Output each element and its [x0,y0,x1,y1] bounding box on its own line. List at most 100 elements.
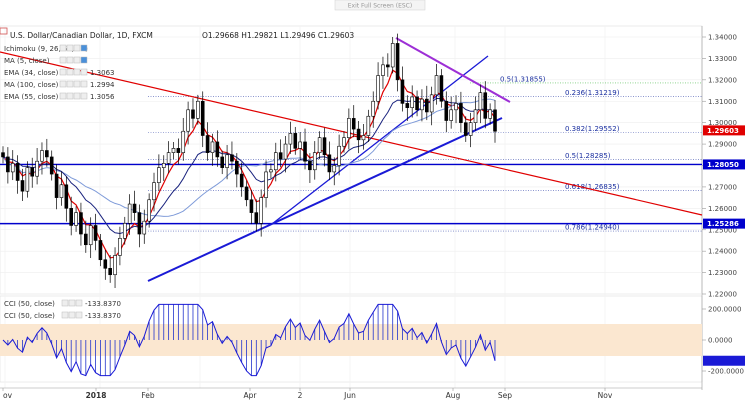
candle-up [127,203,132,224]
candle-down [356,128,361,141]
candle-down [176,148,181,153]
candle-up [152,182,156,201]
candle-up [142,220,147,235]
candle-up [337,145,341,166]
cci-band [0,324,702,356]
candle-up [161,163,166,168]
time-tick-label: Nov [598,391,613,400]
settings-icon[interactable] [68,311,76,319]
price-tag-label: 1.28050 [707,161,739,169]
eye-icon[interactable] [61,311,69,319]
blue-trendline-steep [271,55,489,225]
candle-up [478,92,483,111]
price-tick-label: 1.23000 [708,269,737,277]
indicator-control-icon [59,68,67,76]
candle-down [69,208,73,226]
indicator-control-icon [73,44,81,52]
indicator-control-icon [73,56,81,64]
candle-down [293,133,298,149]
cci-series [2,303,496,377]
indicator-control-icon [59,44,67,52]
candle-down [327,154,332,173]
candle-down [386,64,390,68]
candles [1,33,497,289]
fib-label: 0.5(1.31855) [500,75,546,83]
candle-down [254,212,259,224]
candle-up [317,137,322,153]
price-tag-label: 1.25286 [707,220,739,228]
price-tick-label: 1.26000 [708,205,737,213]
close-icon[interactable] [75,311,83,319]
time-tick-label: Feb [141,391,155,400]
candle-up [381,64,385,76]
time-tick-label: Sep [498,391,512,400]
candle-down [278,152,283,160]
settings-icon[interactable] [68,299,76,307]
candle-down [200,100,205,136]
candle-down [483,92,488,119]
time-axis[interactable]: ov 2018 Feb Apr 2 Jun Aug Sep Nov [2,388,613,400]
candle-up [312,152,317,171]
candle-down [239,173,244,188]
candle-down [322,137,327,156]
candle-up [420,98,424,111]
oscillator-axis[interactable]: 200.0000 0.0000 -200.0000 [702,306,744,376]
eye-icon[interactable] [61,299,69,307]
candle-down [93,225,98,241]
candle-down [49,156,54,175]
candle-down [20,180,25,192]
candle-up [371,100,376,117]
grid [0,26,702,388]
indicator-label: MA (100, close) [4,81,59,89]
candle-down [308,160,312,171]
price-tick-label: 1.27000 [708,183,737,191]
price-tag-bg [703,125,745,136]
price-tick-label: 1.32000 [708,76,737,84]
candle-down [45,150,49,158]
candle-up [288,133,293,145]
price-tick-label: 1.31000 [708,98,737,106]
candle-down [230,154,234,162]
close-icon[interactable] [75,299,83,307]
candle-up [88,225,93,246]
price-tick-label: 1.30000 [708,119,737,127]
ma-100-line [2,98,496,217]
candle-down [79,212,83,235]
indicator-label: EMA (34, close) [4,69,59,77]
candle-up [157,167,161,183]
candle-down [400,79,405,104]
indicator-value: 1.3063 [90,69,115,77]
cci-label-1: CCI (50, close) [4,300,55,308]
candle-down [444,100,449,121]
candle-down [351,118,356,130]
candle-up [166,152,171,164]
indicator-control-icon [66,68,74,76]
candle-down [215,141,220,158]
candle-up [186,109,190,132]
candle-up [473,109,478,123]
fullscreen-hint[interactable]: Exit Full Screen (ESC) [348,3,412,10]
time-tick-label: 2018 [86,391,107,400]
indicator-value: 1.3056 [90,93,115,101]
candle-up [59,184,64,198]
indicator-control-icon [80,92,88,100]
candle-up [122,223,127,239]
cci-legend: CCI (50, close) -133.8370 CCI (50, close… [4,299,121,320]
candle-up [225,154,229,168]
candle-up [488,109,492,119]
collapse-icon[interactable] [0,27,8,35]
candle-up [210,141,215,153]
indicator-control-icon [80,80,88,88]
fullscreen-hint-box[interactable] [334,0,426,11]
candle-up [196,100,200,119]
indicator-control-icon [73,80,81,88]
price-tick-label: 1.33000 [708,55,737,63]
indicator-control-icon [73,68,81,76]
candle-down [244,186,249,201]
time-tick-label: Aug [446,391,461,400]
candle-down [84,233,88,246]
price-tag-bg [703,218,745,229]
candle-up [332,165,337,173]
indicator-control-icon [66,56,74,64]
